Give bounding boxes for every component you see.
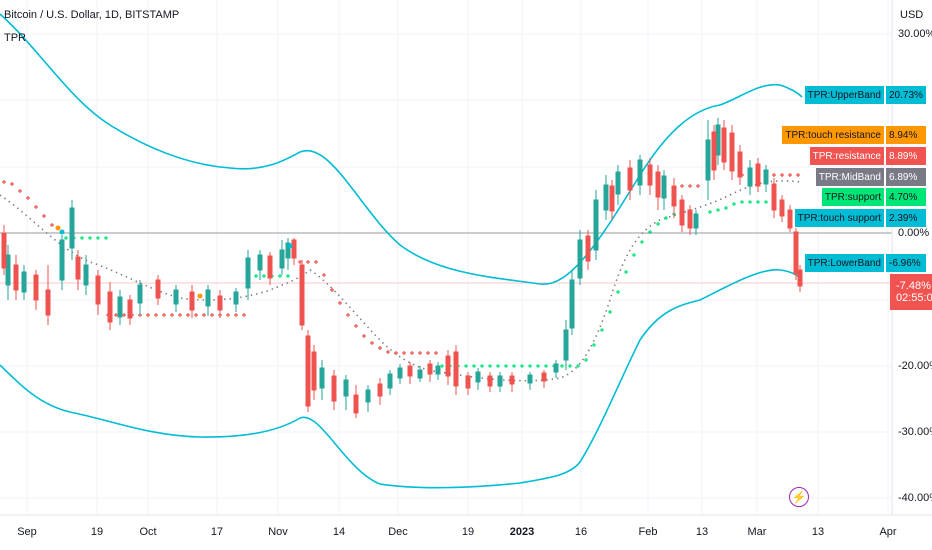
- currency-label: USD: [900, 9, 924, 21]
- x-axis-label: 19: [461, 526, 475, 538]
- upperband-tag: TPR:UpperBand 20.73%: [804, 86, 926, 104]
- tag-label: TPR:MidBand: [815, 168, 884, 186]
- touch-support-tag: TPR:touch support 2.39%: [794, 209, 926, 227]
- y-axis-label: -40.00%: [898, 492, 932, 504]
- last-price-badge: -7.48% 02:55:01: [890, 274, 932, 310]
- x-axis-label: 13: [695, 526, 709, 538]
- y-axis-label: 30.00%: [898, 28, 932, 40]
- x-axis-label: Mar: [747, 526, 767, 538]
- x-axis-label: Sep: [17, 526, 37, 538]
- bar-countdown: 02:55:01: [896, 292, 932, 304]
- x-axis-label: 2023: [509, 526, 535, 538]
- tag-value: 8.89%: [886, 147, 926, 165]
- support-crosses: [64, 200, 768, 368]
- x-axis-label: Apr: [879, 526, 897, 538]
- tag-value: -6.96%: [886, 254, 926, 272]
- x-axis-label: 19: [90, 526, 104, 538]
- grid: [0, 0, 892, 515]
- upper-band-line: [0, 13, 803, 285]
- touch-support-marker: [59, 229, 65, 235]
- touch-resistance-tag: TPR:touch resistance 8.94%: [782, 126, 926, 144]
- x-axis-label: 14: [332, 526, 346, 538]
- touch-support-marker: [287, 243, 293, 249]
- y-axis-label: -20.00%: [898, 360, 932, 372]
- x-axis-label: 13: [811, 526, 825, 538]
- x-axis-label: Dec: [388, 526, 408, 538]
- lower-band-line: [0, 269, 803, 489]
- mid-band-dots: [0, 180, 801, 382]
- indicator-name[interactable]: TPR: [4, 32, 26, 44]
- x-axis-label: Feb: [638, 526, 658, 538]
- lowerband-tag: TPR:LowerBand -6.96%: [804, 254, 926, 272]
- tag-value: 6.89%: [886, 168, 926, 186]
- tag-value: 4.70%: [886, 188, 926, 206]
- tag-label: TPR:resistance: [809, 147, 884, 165]
- y-axis-label: 0.00%: [898, 227, 930, 239]
- candle-down: [1, 120, 803, 418]
- symbol-title[interactable]: Bitcoin / U.S. Dollar, 1D, BITSTAMP: [4, 9, 180, 21]
- y-axis-label: -30.00%: [898, 426, 932, 438]
- touch-resistance-marker: [55, 225, 61, 231]
- tag-value: 8.94%: [886, 126, 926, 144]
- tag-label: TPR:touch resistance: [782, 126, 884, 144]
- resistance-tag: TPR:resistance 8.89%: [809, 147, 926, 165]
- x-axis-label: 17: [210, 526, 224, 538]
- x-axis-label: Oct: [139, 526, 157, 538]
- last-price-value: -7.48%: [896, 280, 931, 292]
- tag-label: TPR:support: [821, 188, 884, 206]
- support-tag: TPR:support 4.70%: [821, 188, 926, 206]
- candles: [1, 118, 803, 418]
- tag-value: 20.73%: [886, 86, 926, 104]
- tag-label: TPR:LowerBand: [804, 254, 884, 272]
- tag-value: 2.39%: [886, 209, 926, 227]
- tag-label: TPR:UpperBand: [804, 86, 884, 104]
- candle-up: [5, 118, 769, 412]
- tag-label: TPR:touch support: [794, 209, 884, 227]
- lightning-icon[interactable]: ⚡: [789, 487, 809, 507]
- midband-tag: TPR:MidBand 6.89%: [815, 168, 926, 186]
- touch-resistance-marker: [197, 293, 203, 299]
- x-axis-label: 16: [574, 526, 588, 538]
- x-axis-label: Nov: [268, 526, 288, 538]
